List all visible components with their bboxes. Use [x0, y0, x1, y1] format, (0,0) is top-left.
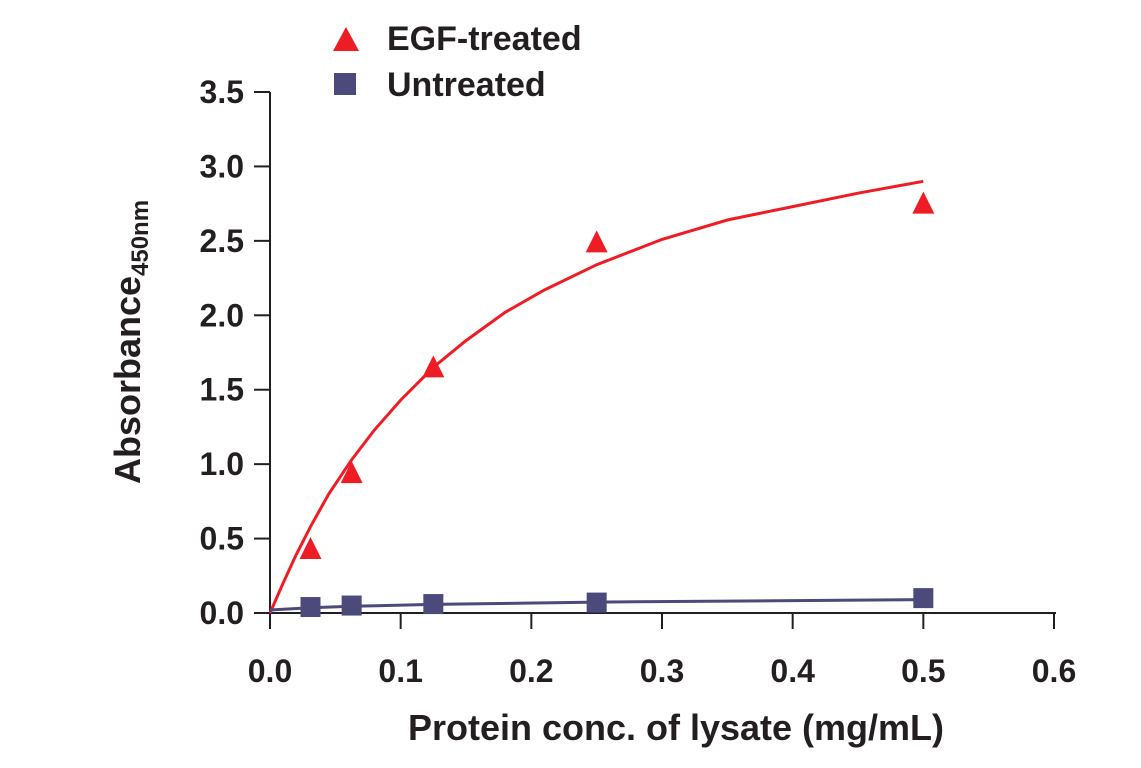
y-axis-title-subscript: 450nm: [127, 200, 154, 276]
legend-label-untreated: Untreated: [387, 66, 546, 104]
untreated-point: [300, 597, 321, 618]
legend-square-icon: [334, 73, 356, 95]
x-tick-label: 0.3: [640, 653, 684, 689]
legend-triangle-icon: [333, 27, 359, 51]
y-ticks: 0.0 0.5 1.0 1.5 2.0 2.5 3.0 3.5: [200, 74, 270, 631]
y-tick-label: 3.5: [200, 74, 244, 110]
y-tick-label: 1.0: [200, 446, 244, 482]
x-ticks: 0.0 0.1 0.2 0.3 0.4 0.5 0.6: [248, 613, 1076, 689]
x-tick-label: 0.4: [770, 653, 815, 689]
egf-treated-fit-line: [268, 179, 924, 614]
untreated-point: [423, 594, 444, 615]
egf-treated-point: [422, 355, 445, 378]
y-tick-label: 0.0: [200, 595, 244, 631]
y-tick-label: 2.5: [200, 223, 244, 259]
untreated-point: [913, 588, 934, 609]
egf-treated-point: [585, 230, 608, 253]
egf-treated-point: [299, 536, 322, 559]
legend-label-egf-treated: EGF-treated: [387, 20, 582, 58]
y-axis-title-main: Absorbance: [107, 276, 148, 484]
x-tick-label: 0.6: [1032, 653, 1076, 689]
x-axis-title: Protein conc. of lysate (mg/mL): [408, 707, 944, 748]
x-tick-label: 0.1: [378, 653, 422, 689]
axes: [269, 92, 1056, 614]
y-tick-label: 1.5: [200, 372, 244, 408]
x-tick-label: 0.5: [901, 653, 945, 689]
y-tick-label: 2.0: [200, 297, 244, 333]
y-tick-label: 0.5: [200, 521, 244, 557]
data-markers: [299, 191, 935, 618]
x-tick-label: 0.0: [248, 653, 292, 689]
y-tick-label: 3.0: [200, 148, 244, 184]
x-tick-label: 0.2: [509, 653, 553, 689]
legend: EGF-treated Untreated: [333, 20, 582, 104]
y-axis-title: Absorbance450nm: [107, 200, 154, 484]
egf-treated-point: [340, 461, 363, 484]
untreated-point: [341, 595, 362, 616]
untreated-point: [586, 592, 607, 613]
egf-treated-point: [912, 191, 935, 214]
